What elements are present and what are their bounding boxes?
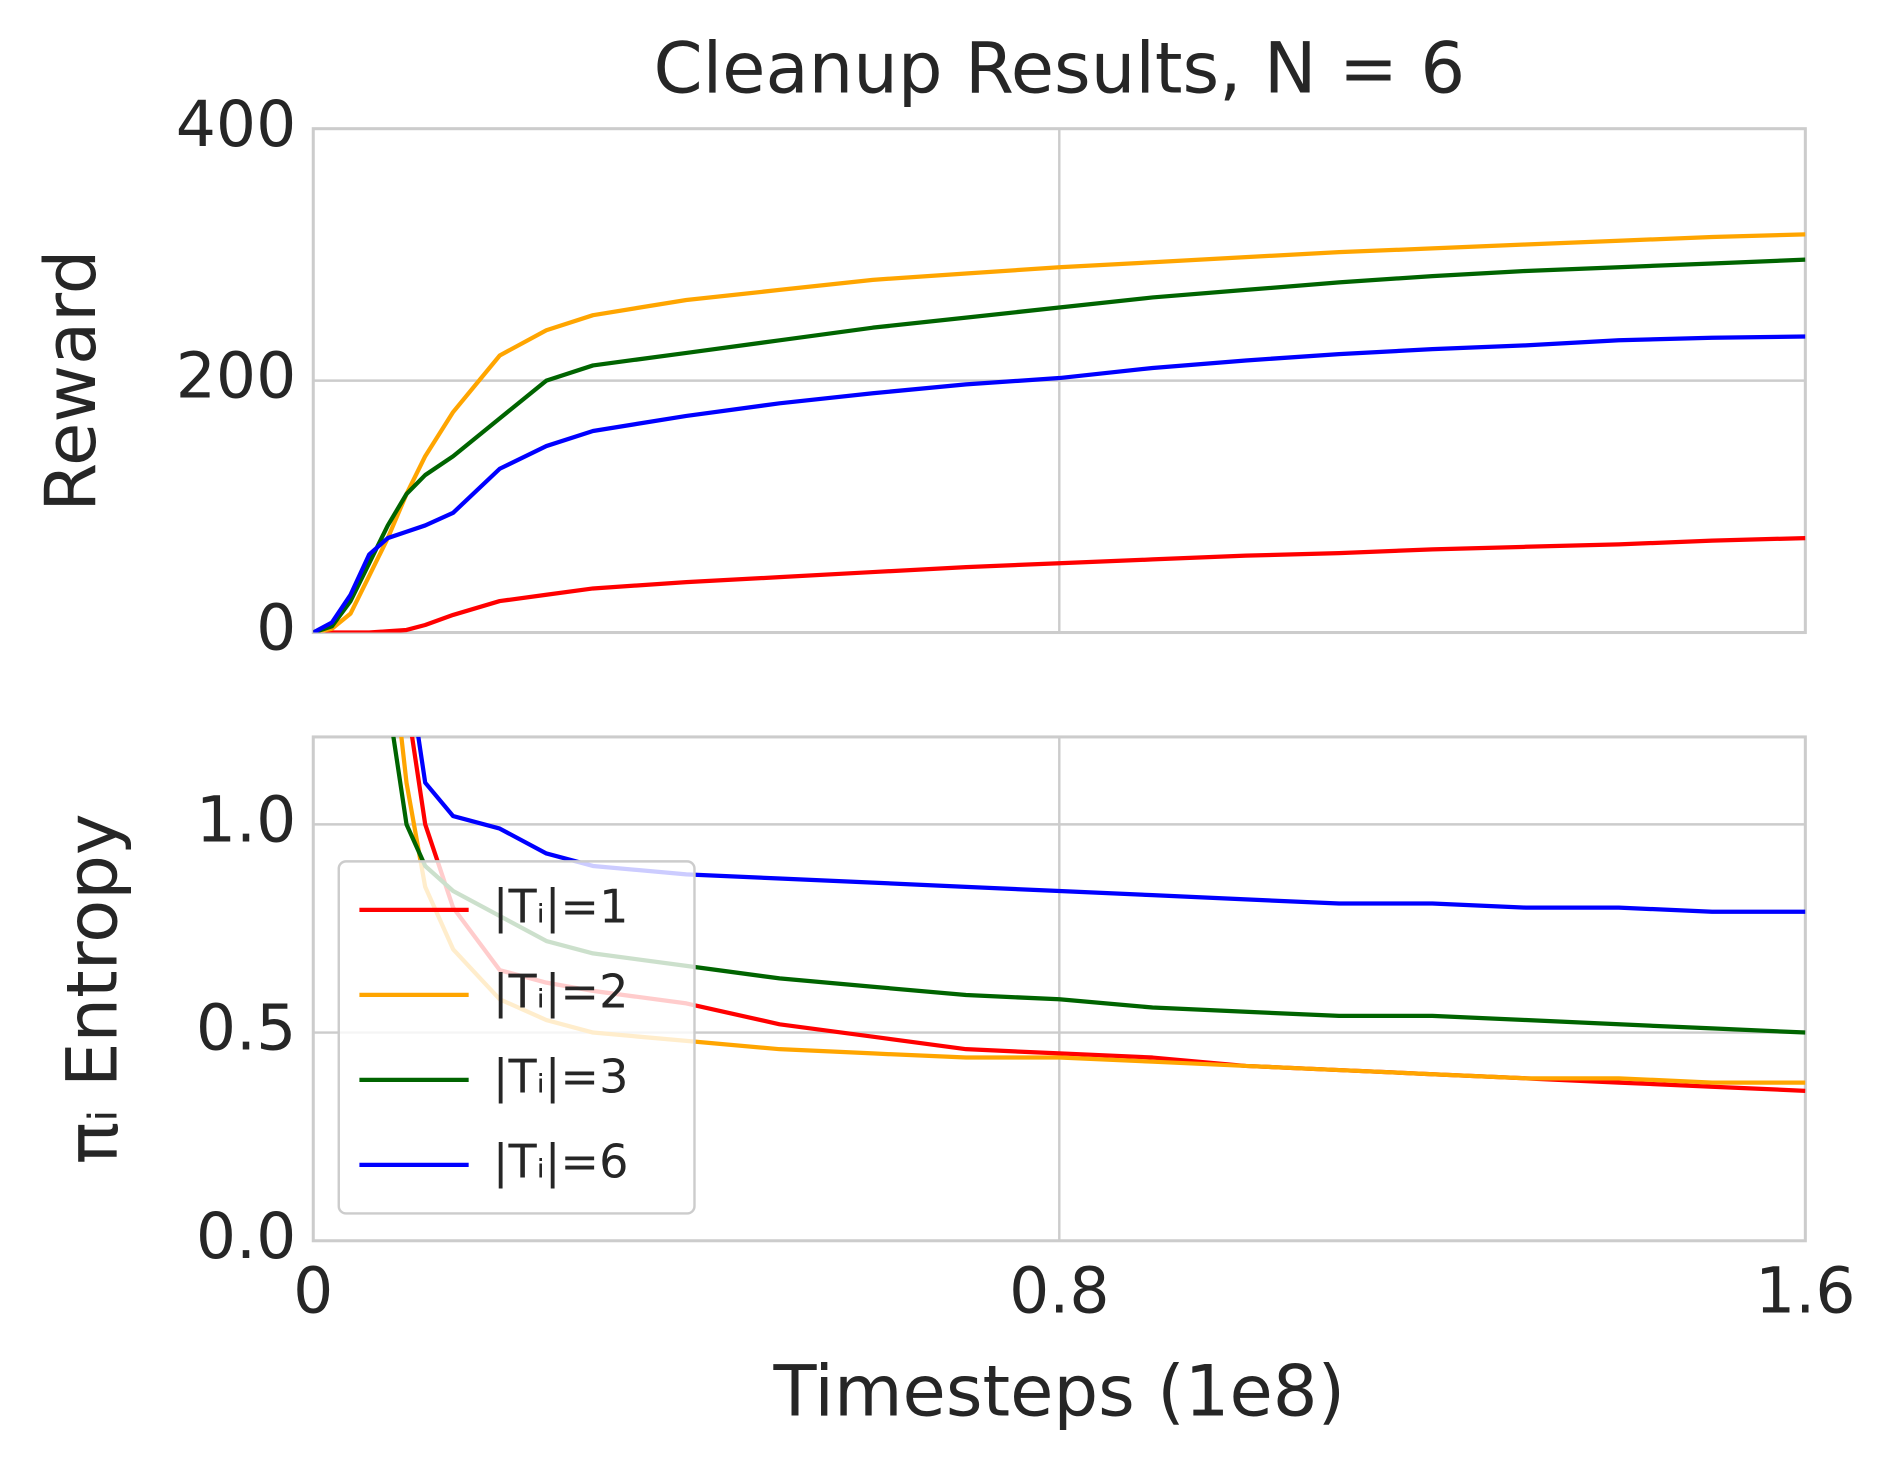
x-tick-label: 1.6	[1755, 1253, 1855, 1327]
y-tick-label: 200	[176, 339, 297, 413]
legend-label: |Tᵢ|=2	[493, 964, 629, 1019]
series-line	[313, 535, 1806, 633]
plot-frame	[311, 127, 1807, 635]
legend-box	[337, 860, 696, 1215]
series-line	[313, 257, 1806, 633]
x-tick-label: 0	[293, 1253, 333, 1327]
y-tick-label: 0.5	[196, 991, 296, 1065]
series-line	[416, 736, 1806, 914]
y-tick-label: 0	[256, 591, 296, 665]
chart-title: Cleanup Results, N = 6	[653, 27, 1465, 109]
plot-area	[313, 232, 1806, 633]
y-axis-label: πᵢ Entropy	[52, 813, 134, 1164]
x-tick-label: 0.8	[1009, 1253, 1109, 1327]
y-tick-label: 400	[176, 87, 297, 161]
legend-label: |Tᵢ|=6	[493, 1134, 629, 1189]
y-tick-label: 1.0	[196, 782, 296, 856]
series-line	[313, 232, 1806, 633]
y-tick-label: 0.0	[196, 1199, 296, 1273]
y-axis-label: Reward	[30, 250, 112, 512]
x-axis-label: Timesteps (1e8)	[773, 1351, 1346, 1433]
legend-label: |Tᵢ|=1	[493, 879, 629, 934]
plot-frame	[311, 735, 1807, 1243]
series-line	[313, 334, 1806, 633]
legend-label: |Tᵢ|=3	[493, 1049, 629, 1104]
